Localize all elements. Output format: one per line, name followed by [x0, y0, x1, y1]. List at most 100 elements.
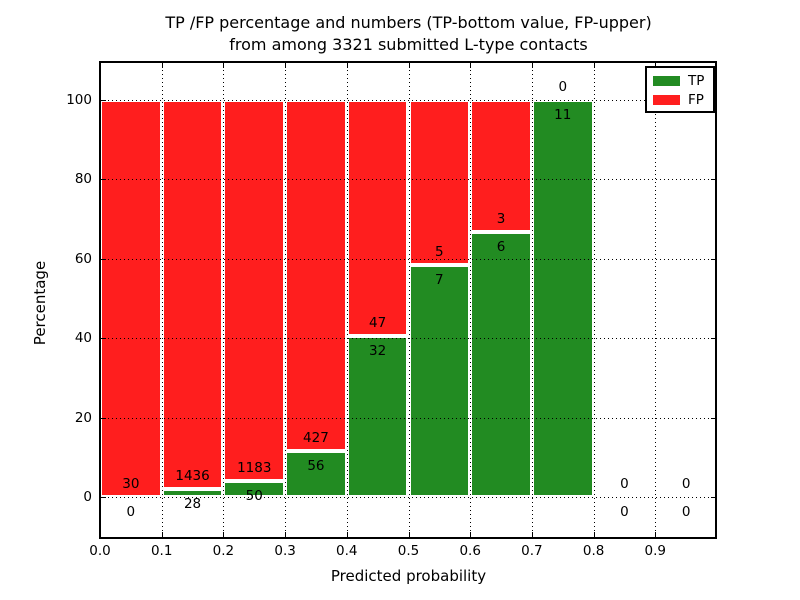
y-tick-label: 0	[83, 489, 92, 505]
gridline-horizontal	[100, 258, 717, 260]
legend: TP FP	[645, 66, 715, 113]
x-tick-mark-top	[346, 62, 348, 68]
y-tick-mark-right	[711, 497, 717, 498]
bar-label-fp-count: 427	[303, 429, 329, 446]
gridline-horizontal	[100, 417, 717, 419]
bar-segment-fp	[223, 100, 286, 481]
x-tick-mark-top	[161, 62, 163, 68]
fp-color-swatch	[653, 94, 680, 105]
x-tick-label: 0.5	[397, 543, 420, 559]
tp-color-swatch	[653, 75, 680, 86]
bar-label-fp-count: 1436	[175, 468, 210, 485]
y-tick-mark-right	[711, 417, 717, 419]
bar-label-fp-count: 47	[369, 315, 387, 332]
x-tick-label: 0.7	[521, 543, 543, 559]
bar-label-tp-count: 32	[369, 343, 387, 360]
gridline-horizontal	[100, 100, 717, 101]
x-tick-mark-top	[531, 62, 533, 68]
bar-label-tp-count: 11	[554, 107, 572, 123]
x-tick-mark-top	[223, 62, 225, 68]
x-tick-label: 0.6	[459, 543, 481, 559]
y-tick-label: 80	[74, 171, 92, 188]
y-tick-label: 20	[74, 409, 92, 426]
bar-label-fp-count: 0	[558, 79, 568, 95]
x-tick-label: 0.2	[212, 543, 235, 559]
gridline-horizontal	[100, 338, 717, 340]
bar-label-tp-count: 50	[245, 487, 263, 504]
bar-label-fp-count: 5	[435, 244, 444, 261]
y-tick-mark-left	[100, 258, 106, 260]
y-tick-mark-left	[100, 100, 106, 101]
x-tick-mark-bottom	[470, 532, 472, 538]
bar-label-tp-count: 56	[307, 457, 325, 474]
bar-label-fp-count: 0	[681, 476, 691, 492]
bar-label-fp-count: 1183	[237, 459, 272, 476]
gridline-vertical	[408, 62, 410, 538]
x-tick-mark-bottom	[285, 532, 287, 538]
x-tick-mark-top	[655, 62, 657, 68]
bar-segment-tp	[346, 336, 409, 497]
bar-segment-fp	[100, 100, 162, 497]
y-tick-mark-left	[100, 497, 106, 498]
y-tick-label: 40	[74, 330, 92, 347]
chart-title-line-1: TP /FP percentage and numbers (TP-bottom…	[165, 13, 652, 32]
legend-label-fp: FP	[688, 91, 704, 108]
chart-title-line-2: from among 3321 submitted L-type contact…	[229, 35, 588, 54]
gridline-horizontal	[100, 497, 717, 498]
gridline-vertical	[655, 62, 657, 538]
bar-segment-fp	[346, 100, 409, 337]
bar-label-tp-count: 28	[183, 496, 202, 513]
legend-item-fp: FP	[647, 90, 713, 109]
x-tick-label: 0.4	[336, 543, 358, 559]
bar-label-fp-count: 0	[620, 476, 629, 492]
gridline-vertical	[593, 62, 595, 538]
x-axis-title: Predicted probability	[330, 567, 487, 585]
gridline-vertical	[285, 62, 287, 538]
x-tick-label: 0.1	[150, 543, 173, 559]
y-tick-mark-right	[711, 338, 717, 340]
x-tick-mark-bottom	[223, 532, 225, 538]
bar-segment-fp	[470, 100, 532, 233]
x-tick-label: 0.9	[644, 543, 667, 559]
x-tick-label: 0.8	[582, 543, 605, 559]
y-tick-mark-left	[100, 179, 106, 181]
bar-label-tp-count: 7	[435, 272, 444, 289]
x-tick-mark-top	[285, 62, 287, 68]
x-tick-mark-top	[408, 62, 410, 68]
x-tick-mark-bottom	[161, 532, 163, 538]
y-tick-label: 100	[66, 92, 92, 108]
bar-segment-fp	[161, 100, 224, 490]
y-tick-label: 60	[74, 250, 92, 267]
x-tick-label: 0.0	[89, 543, 111, 559]
bar-label-tp-count: 0	[126, 504, 136, 520]
gridline-vertical	[346, 62, 348, 538]
bar-label-fp-count: 30	[122, 476, 140, 492]
legend-label-tp: TP	[688, 72, 705, 89]
y-tick-mark-left	[100, 417, 106, 419]
x-tick-mark-bottom	[408, 532, 410, 538]
bar-label-tp-count: 0	[681, 504, 691, 520]
gridline-vertical	[531, 62, 533, 538]
x-tick-mark-bottom	[531, 532, 533, 538]
x-tick-label: 0.3	[274, 543, 296, 559]
x-tick-mark-top	[470, 62, 472, 68]
x-tick-mark-bottom	[655, 532, 657, 538]
gridline-vertical	[223, 62, 225, 538]
y-tick-mark-right	[711, 179, 717, 181]
x-tick-mark-bottom	[346, 532, 348, 538]
gridline-horizontal	[100, 179, 717, 181]
y-tick-mark-right	[711, 258, 717, 260]
bar-label-tp-count: 6	[496, 239, 506, 256]
gridline-vertical	[470, 62, 472, 538]
gridline-vertical	[161, 62, 163, 538]
bar-label-fp-count: 3	[496, 211, 506, 228]
x-tick-mark-bottom	[593, 532, 595, 538]
y-tick-mark-left	[100, 338, 106, 340]
legend-item-tp: TP	[647, 71, 713, 90]
bar-segment-fp	[408, 100, 471, 266]
bar-label-tp-count: 0	[620, 504, 629, 520]
